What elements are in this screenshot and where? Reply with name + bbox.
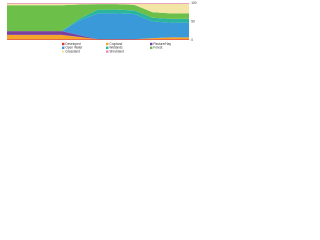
legend-swatch: [106, 42, 109, 46]
legend-label: Shrubland: [109, 49, 124, 53]
area: [7, 3, 189, 4]
area: [7, 4, 189, 32]
area: [7, 9, 189, 32]
legend-swatch: [150, 46, 153, 49]
legend-swatch: [62, 50, 65, 53]
legend-swatch: [106, 50, 109, 53]
legend-label: Wetlands: [109, 46, 123, 50]
y-tick-label: 0: [191, 38, 193, 42]
legend-swatch: [62, 46, 65, 49]
chart: 0 50 100 Developed Cropland Pasture/Hay Open W…: [0, 0, 200, 56]
area: [7, 34, 189, 40]
area: [7, 39, 189, 40]
legend-label: Developed: [65, 42, 80, 46]
legend-label: Cropland: [109, 42, 122, 46]
area: [7, 31, 189, 40]
legend-label: Open Water: [65, 46, 83, 50]
area: [7, 3, 189, 14]
legend-swatch: [62, 42, 65, 46]
legend-swatch: [150, 42, 153, 46]
legend-label: Forest: [153, 46, 162, 50]
y-tick-label: 100: [191, 1, 197, 5]
legend-swatch: [106, 46, 109, 49]
y-tick-label: 50: [191, 19, 195, 23]
legend-label: Grassland: [65, 49, 80, 53]
area: [7, 13, 189, 40]
legend-label: Pasture/Hay: [153, 42, 171, 46]
